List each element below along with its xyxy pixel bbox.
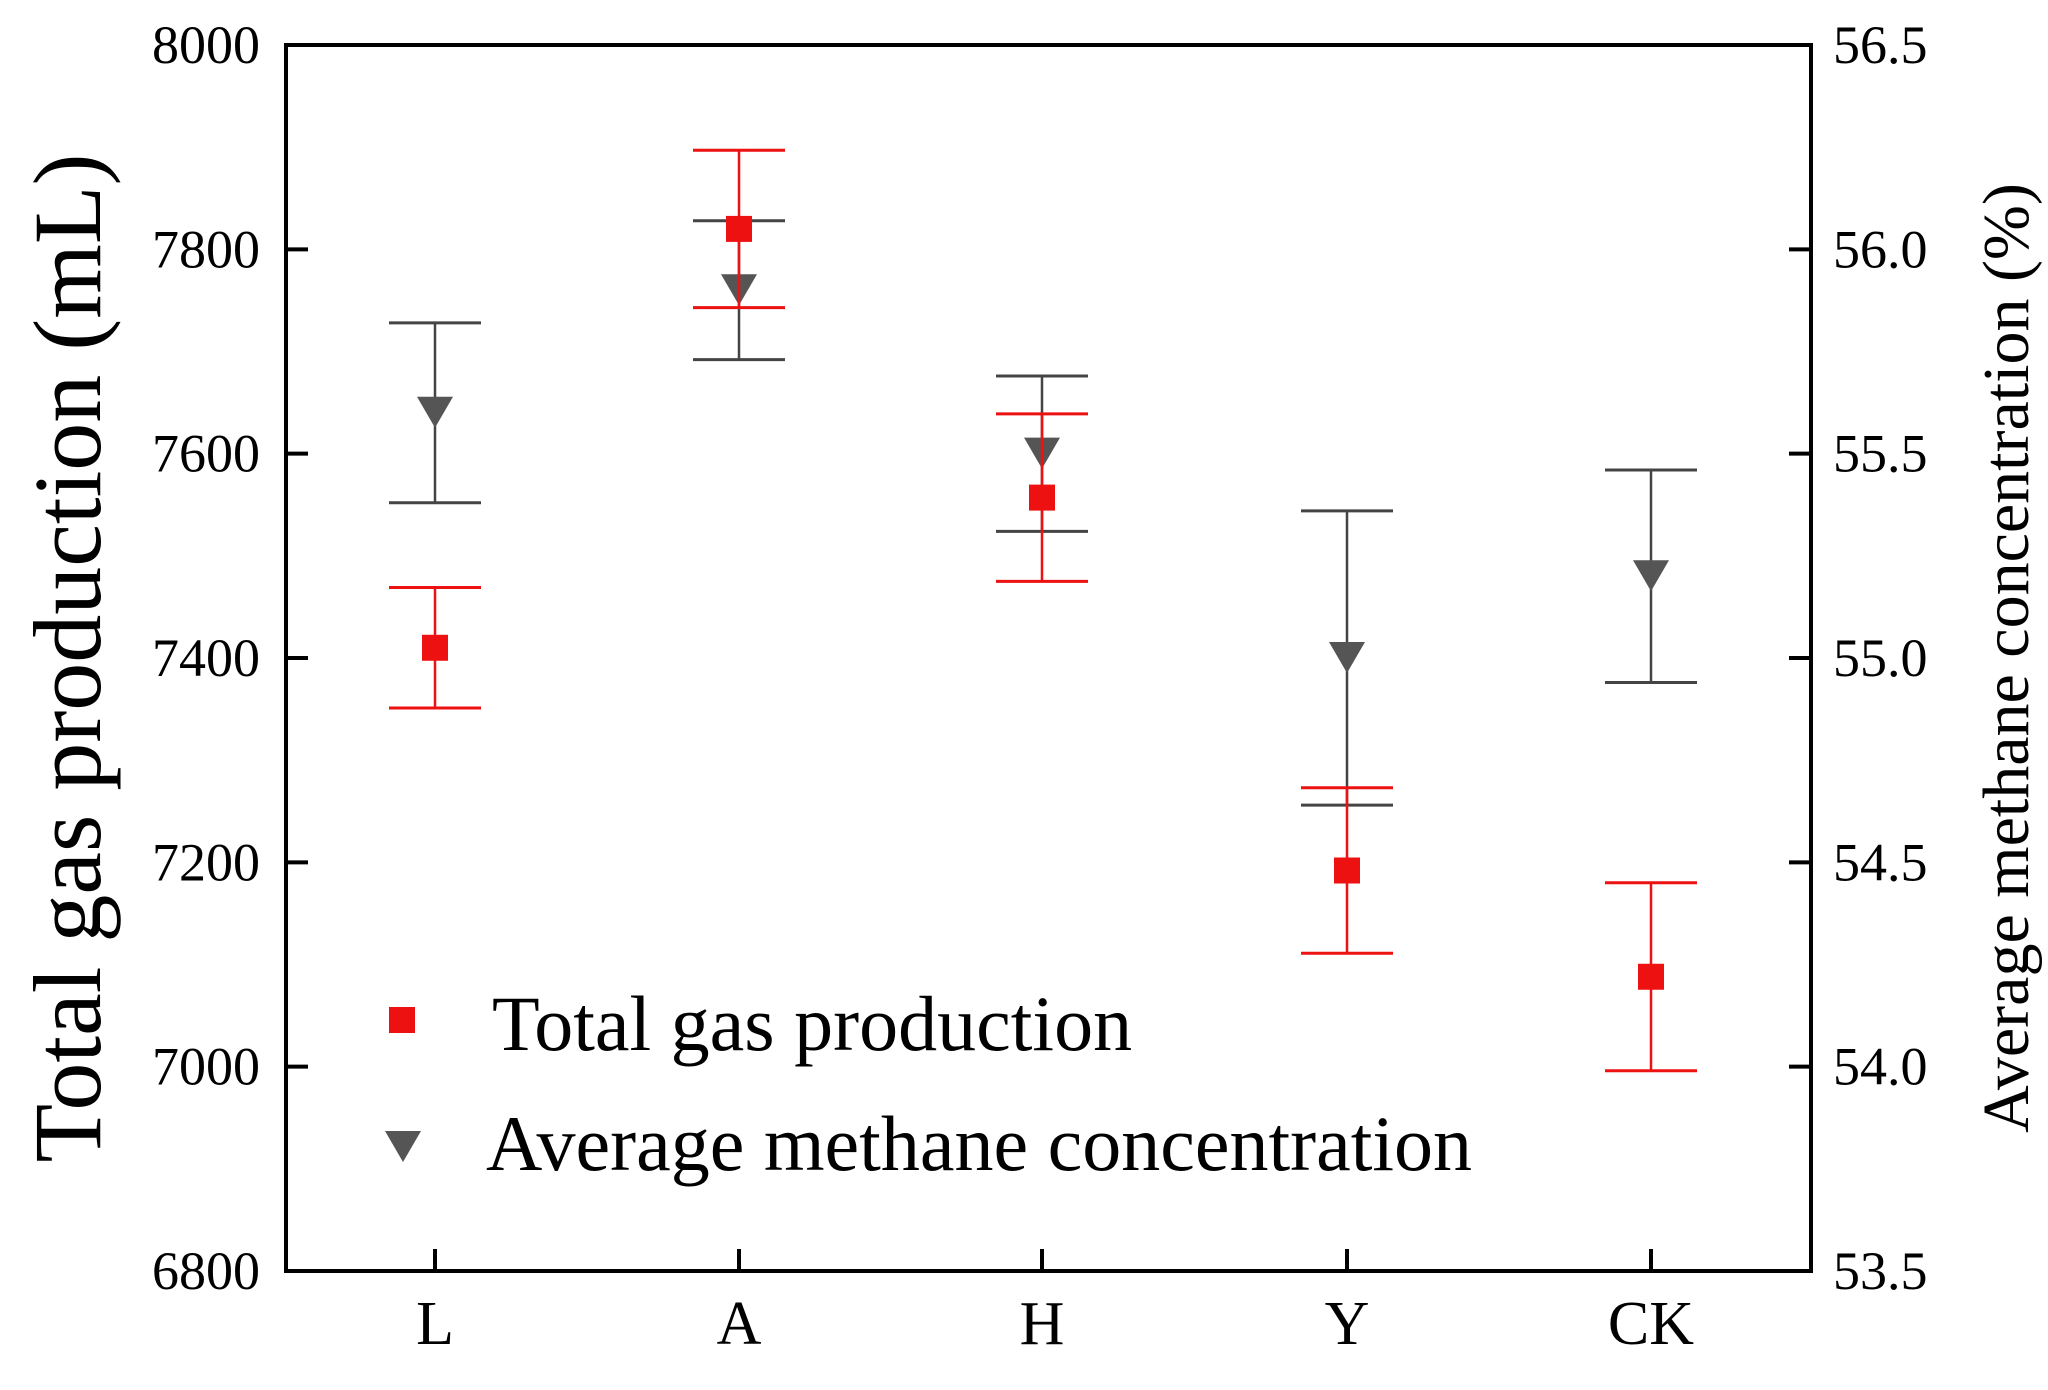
left-tick-label: 7600 [152, 424, 260, 484]
right-tick-label: 53.5 [1833, 1241, 1928, 1301]
x-axis-ticks: L A H Y CK [416, 1249, 1694, 1358]
data-point-total-gas-production [1029, 484, 1055, 511]
legend-marker-total-gas-production [389, 1007, 415, 1033]
x-tick-label: L [416, 1290, 454, 1358]
right-tick-label: 56.0 [1833, 219, 1928, 279]
x-tick-label: A [717, 1290, 762, 1358]
legend-marker-average-methane-concentration [385, 1131, 421, 1162]
right-tick-label: 54.5 [1833, 832, 1928, 892]
left-tick-label: 7200 [152, 832, 260, 892]
left-axis-title: Total gas production (mL) [14, 153, 121, 1162]
left-tick-label: 6800 [152, 1241, 260, 1301]
data-point-average-methane-concentration [1329, 642, 1365, 673]
left-tick-label: 7400 [152, 628, 260, 688]
data-point-total-gas-production [1638, 963, 1664, 990]
series-layer [389, 148, 1697, 1073]
data-point-total-gas-production [726, 215, 752, 242]
plot-area-frame [284, 43, 1813, 1273]
data-point-average-methane-concentration [417, 396, 453, 428]
x-tick-label: H [1020, 1290, 1065, 1358]
data-point-total-gas-production [422, 634, 448, 661]
right-tick-label: 55.5 [1833, 424, 1928, 484]
right-axis-ticks: 53.5 54.0 54.5 55.0 55.5 56.0 56.5 [1789, 15, 1928, 1301]
right-axis-title: Average methane concentration (%) [1970, 183, 2043, 1133]
left-tick-label: 8000 [152, 15, 260, 75]
data-point-total-gas-production [1334, 857, 1360, 884]
left-tick-label: 7000 [152, 1037, 260, 1097]
left-axis-ticks: 6800 7000 7200 7400 7600 7800 8000 [152, 15, 308, 1301]
data-point-average-methane-concentration [1633, 560, 1669, 592]
x-tick-label: CK [1608, 1290, 1694, 1358]
x-tick-label: Y [1325, 1290, 1370, 1358]
right-tick-label: 55.0 [1833, 628, 1928, 688]
legend: Total gas production Average methane con… [385, 980, 1472, 1187]
right-tick-label: 54.0 [1833, 1037, 1928, 1097]
legend-label-average-methane-concentration: Average methane concentration [486, 1100, 1472, 1187]
right-tick-label: 56.5 [1833, 15, 1928, 75]
legend-label-total-gas-production: Total gas production [492, 980, 1132, 1067]
left-tick-label: 7800 [152, 219, 260, 279]
